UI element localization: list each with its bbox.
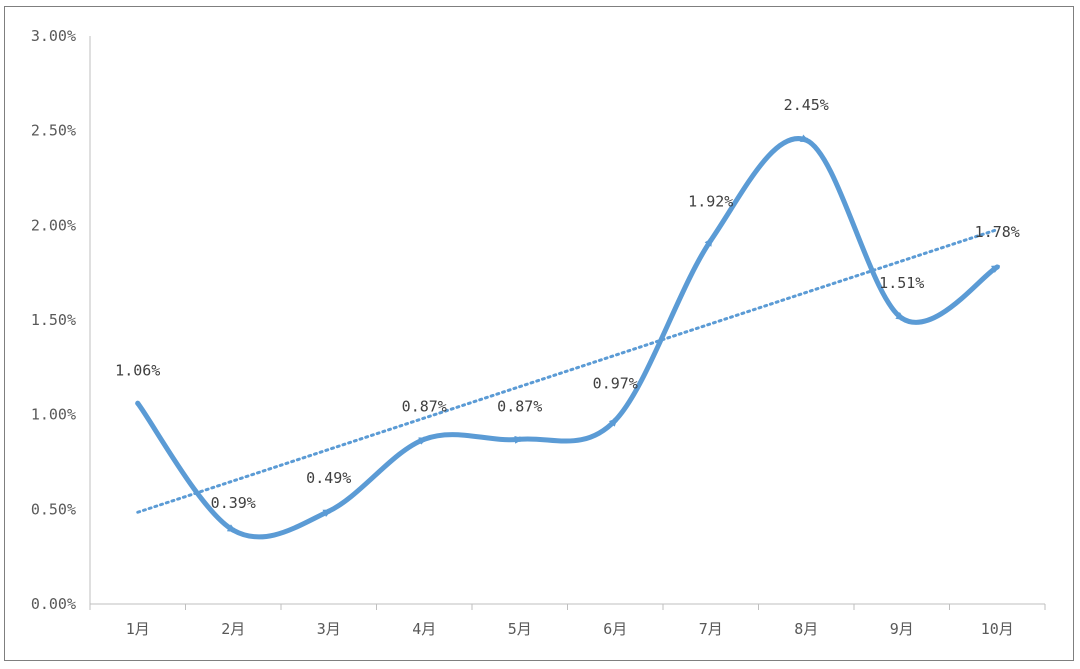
series-segment-4 <box>421 432 520 440</box>
data-point-5 <box>517 436 523 442</box>
data-point-1 <box>135 400 141 406</box>
y-tick-label: 1.50% <box>31 311 76 329</box>
data-label: 0.49% <box>306 469 351 487</box>
x-tick-label: 1月 <box>126 620 150 638</box>
data-label: 0.97% <box>593 374 638 392</box>
x-tick-label: 6月 <box>603 620 627 638</box>
y-tick-label: 1.00% <box>31 406 76 424</box>
data-point-3 <box>326 508 332 514</box>
series-segment-8 <box>803 137 902 321</box>
data-label: 0.87% <box>497 397 542 415</box>
series-layer <box>135 137 1000 540</box>
data-point-4 <box>421 436 427 442</box>
data-label: 1.51% <box>879 274 924 292</box>
data-label: 0.39% <box>211 494 256 512</box>
y-axis: 0.00% 0.50% 1.00% 1.50% 2.00% 2.50% 3.00% <box>31 27 91 613</box>
data-label: 1.78% <box>975 223 1020 241</box>
x-tick-label: 7月 <box>699 620 723 638</box>
x-tick-label: 9月 <box>890 620 914 638</box>
y-tick-label: 3.00% <box>31 27 76 45</box>
x-tick-label: 10月 <box>981 620 1014 638</box>
x-tick-label: 5月 <box>508 620 532 638</box>
data-label: 1.06% <box>115 361 160 379</box>
data-point-10 <box>994 264 1000 270</box>
x-tick-label: 8月 <box>794 620 818 638</box>
data-label: 1.92% <box>688 192 733 210</box>
data-point-9 <box>899 315 905 321</box>
trendline <box>136 228 999 514</box>
series-segment-6 <box>612 240 714 423</box>
x-tick-label: 2月 <box>221 620 245 638</box>
y-tick-label: 2.00% <box>31 216 76 234</box>
data-label-layer: 1.06% 0.39% 0.49% 0.87% 0.87% 0.97% 1.92% 2.45%… <box>115 96 1020 512</box>
data-point-7 <box>708 237 714 243</box>
data-point-2 <box>230 527 236 533</box>
series-segment-5 <box>517 420 616 444</box>
trendline-layer <box>136 228 999 514</box>
data-label: 2.45% <box>784 96 829 114</box>
data-point-8 <box>803 137 809 143</box>
series-segment-3 <box>326 436 425 514</box>
x-axis: 1月 2月 3月 4月 5月 6月 7月 8月 9月 10月 <box>89 603 1046 638</box>
data-label: 0.87% <box>402 397 447 415</box>
x-tick-label: 4月 <box>412 620 436 638</box>
y-tick-label: 0.00% <box>31 595 76 613</box>
series-segment-7 <box>708 138 807 243</box>
x-tick-label: 3月 <box>317 620 341 638</box>
chart-frame <box>4 6 1074 661</box>
y-tick-label: 0.50% <box>31 500 76 518</box>
series-segment-2 <box>230 508 329 540</box>
series-segment-9 <box>899 264 998 325</box>
y-tick-label: 2.50% <box>31 122 76 140</box>
data-point-6 <box>612 417 618 423</box>
series-segment-1 <box>135 400 234 533</box>
